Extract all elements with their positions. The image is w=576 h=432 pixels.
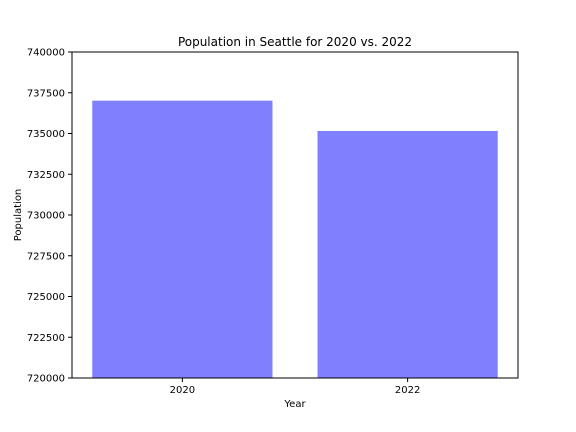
y-tick-label: 735000 bbox=[27, 129, 65, 140]
y-tick-label: 725000 bbox=[27, 292, 65, 303]
y-tick-label: 732500 bbox=[27, 170, 65, 181]
x-axis-ticks: 2020 2022 bbox=[170, 378, 421, 396]
bar-2020 bbox=[92, 101, 272, 378]
y-tick-label: 740000 bbox=[27, 48, 65, 59]
x-tick-label: 2022 bbox=[395, 385, 420, 396]
y-tick-label: 727500 bbox=[27, 251, 65, 262]
chart-title: Population in Seattle for 2020 vs. 2022 bbox=[178, 35, 412, 49]
bar-2022 bbox=[318, 131, 498, 378]
y-tick-label: 720000 bbox=[27, 374, 65, 385]
y-tick-label: 722500 bbox=[27, 333, 65, 344]
y-axis-label: Population bbox=[13, 189, 24, 242]
bars-group bbox=[92, 101, 497, 378]
y-tick-label: 730000 bbox=[27, 211, 65, 222]
x-axis-label: Year bbox=[283, 399, 306, 410]
y-tick-label: 737500 bbox=[27, 88, 65, 99]
y-axis-ticks: 720000 722500 725000 727500 730000 732500 7350… bbox=[27, 48, 72, 385]
x-tick-label: 2020 bbox=[170, 385, 195, 396]
